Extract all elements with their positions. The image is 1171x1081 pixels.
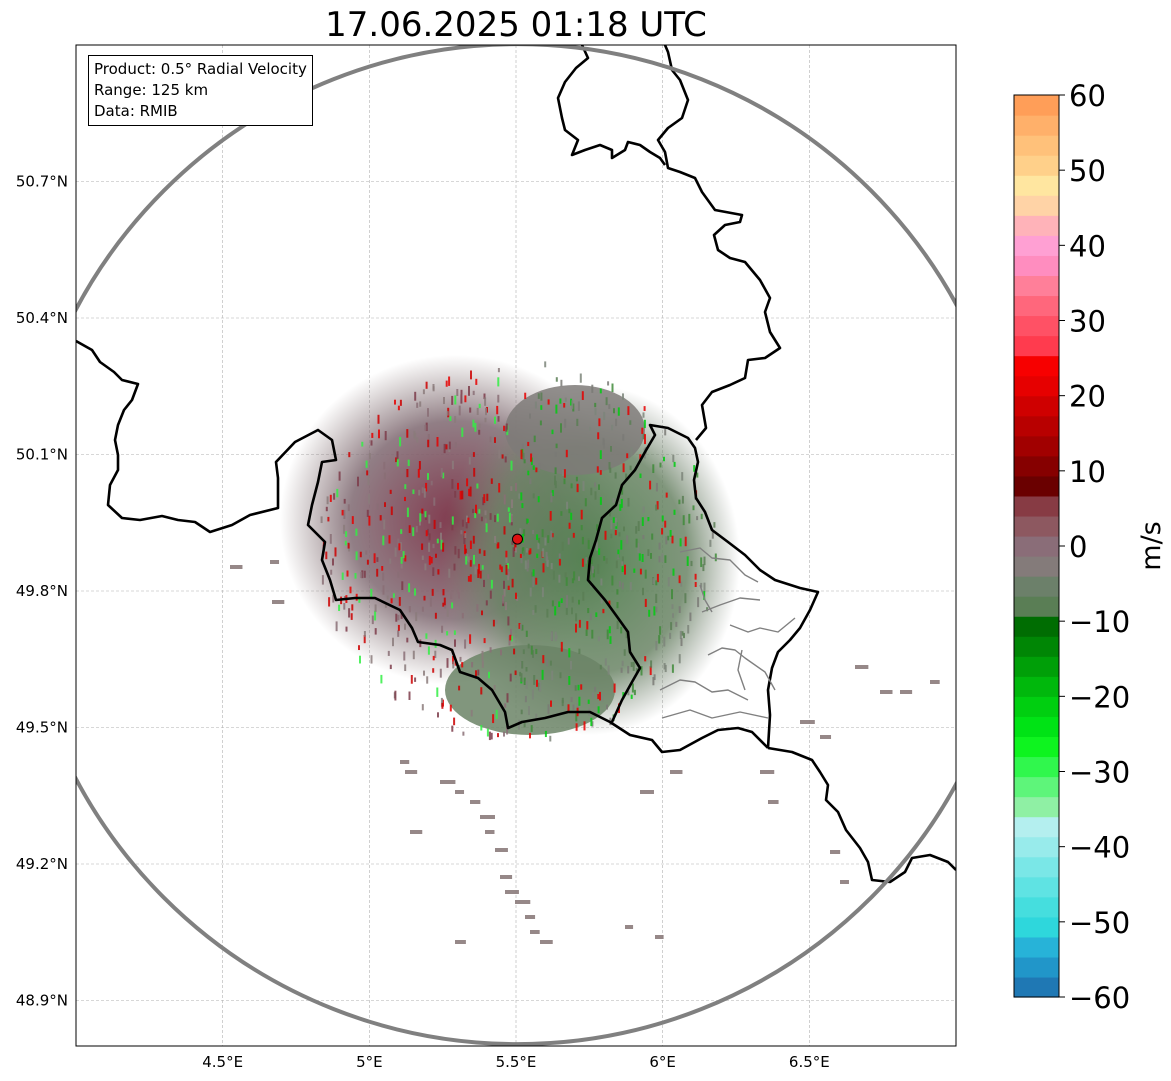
colorbar-unit-label: m/s <box>1136 521 1167 570</box>
colorbar-band <box>1014 135 1059 156</box>
colorbar-band <box>1014 475 1059 497</box>
colorbar-band <box>1014 816 1059 838</box>
colorbar-band <box>1014 95 1059 116</box>
borders <box>76 45 956 884</box>
colorbar-ticks: 60 50 40 30 20 10 0 −10 −20 −30 −40 −50 −60 <box>1059 79 1130 1015</box>
colorbar-band <box>1014 956 1059 978</box>
info-box: Product: 0.5° Radial Velocity Range: 125… <box>88 55 313 126</box>
colorbar-band <box>1014 355 1059 377</box>
colorbar-band <box>1014 455 1059 477</box>
colorbar-band <box>1014 736 1059 758</box>
colorbar-tick-label: −60 <box>1069 981 1130 1015</box>
radar-echoes <box>230 355 940 944</box>
border-belgium-france <box>76 339 769 754</box>
y-axis-ticks: 48.9°N 49.2°N 49.5°N 49.8°N 50.1°N 50.4°N 50.7… <box>16 173 68 1010</box>
border-luxembourg-cantons <box>659 547 796 719</box>
colorbar-band <box>1014 395 1059 417</box>
border-germany-france <box>767 746 956 884</box>
x-axis-ticks: 4.5°E 5°E 5.5°E 6°E 6.5°E <box>202 1053 830 1071</box>
x-tick-label: 6°E <box>649 1053 676 1071</box>
radar-site-marker <box>511 533 523 545</box>
colorbar-tick-label: 0 <box>1069 530 1087 564</box>
colorbar-band <box>1014 335 1059 357</box>
colorbar-band <box>1014 556 1059 577</box>
colorbar-bands <box>1014 95 1059 998</box>
y-tick-label: 50.1°N <box>16 446 68 464</box>
y-tick-label: 49.2°N <box>16 855 68 873</box>
colorbar-tick-label: 60 <box>1069 79 1106 113</box>
colorbar-tick-label: −20 <box>1069 680 1130 714</box>
x-tick-label: 6.5°E <box>789 1053 830 1071</box>
colorbar-band <box>1014 856 1059 878</box>
colorbar-band <box>1014 916 1059 938</box>
border-belgium-germany <box>656 45 782 441</box>
y-tick-label: 48.9°N <box>16 992 68 1010</box>
axes-frame <box>75 44 957 1047</box>
y-tick-label: 50.7°N <box>16 173 68 191</box>
colorbar-band <box>1014 315 1059 337</box>
colorbar-tick-label: 30 <box>1069 305 1106 339</box>
colorbar-tick-label: 50 <box>1069 154 1106 188</box>
colorbar-band <box>1014 896 1059 918</box>
colorbar-band <box>1014 756 1059 778</box>
colorbar-band <box>1014 275 1059 297</box>
colorbar-band <box>1014 796 1059 818</box>
colorbar-band <box>1014 616 1059 637</box>
colorbar-band <box>1014 596 1059 617</box>
colorbar-tick-label: −30 <box>1069 756 1130 790</box>
colorbar-band <box>1014 976 1059 998</box>
colorbar-band <box>1014 215 1059 236</box>
colorbar-band <box>1014 375 1059 397</box>
info-product: Product: 0.5° Radial Velocity <box>94 60 307 78</box>
colorbar-band <box>1014 576 1059 597</box>
colorbar-tick-label: 40 <box>1069 229 1106 263</box>
border-luxembourg <box>586 423 820 749</box>
velocity-colorbar: 60 50 40 30 20 10 0 −10 −20 −30 −40 −50 −60 m/s <box>1013 79 1167 1015</box>
colorbar-band <box>1014 115 1059 136</box>
colorbar-band <box>1014 936 1059 958</box>
colorbar-band <box>1014 295 1059 317</box>
colorbar-band <box>1014 495 1059 517</box>
info-source: Data: RMIB <box>94 102 178 120</box>
range-ring-125km <box>76 45 956 1046</box>
colorbar-band <box>1014 696 1059 717</box>
colorbar-band <box>1014 435 1059 457</box>
border-netherlands-belgium <box>556 45 667 166</box>
y-tick-label: 49.8°N <box>16 582 68 600</box>
map-title: 17.06.2025 01:18 UTC <box>325 5 707 45</box>
colorbar-band <box>1014 636 1059 657</box>
colorbar-band <box>1014 656 1059 677</box>
x-tick-label: 4.5°E <box>202 1053 243 1071</box>
colorbar-band <box>1014 535 1059 557</box>
echo-speckles <box>230 361 940 944</box>
colorbar-band <box>1014 155 1059 176</box>
colorbar-band <box>1014 415 1059 437</box>
colorbar-band <box>1014 676 1059 697</box>
colorbar-band <box>1014 776 1059 798</box>
colorbar-band <box>1014 876 1059 898</box>
info-range: Range: 125 km <box>94 81 209 99</box>
colorbar-band <box>1014 716 1059 738</box>
y-tick-label: 50.4°N <box>16 309 68 327</box>
colorbar-band <box>1014 836 1059 858</box>
colorbar-tick-label: −10 <box>1069 605 1130 639</box>
colorbar-tick-label: −50 <box>1069 906 1130 940</box>
colorbar-tick-label: 20 <box>1069 380 1106 414</box>
x-tick-label: 5°E <box>356 1053 383 1071</box>
y-tick-label: 49.5°N <box>16 719 68 737</box>
colorbar-tick-label: −40 <box>1069 831 1130 865</box>
x-tick-label: 5.5°E <box>496 1053 537 1071</box>
colorbar-band <box>1014 175 1059 196</box>
colorbar-band <box>1014 195 1059 216</box>
colorbar-band <box>1014 515 1059 537</box>
colorbar-band <box>1014 235 1059 256</box>
colorbar-band <box>1014 255 1059 276</box>
colorbar-tick-label: 10 <box>1069 455 1106 489</box>
